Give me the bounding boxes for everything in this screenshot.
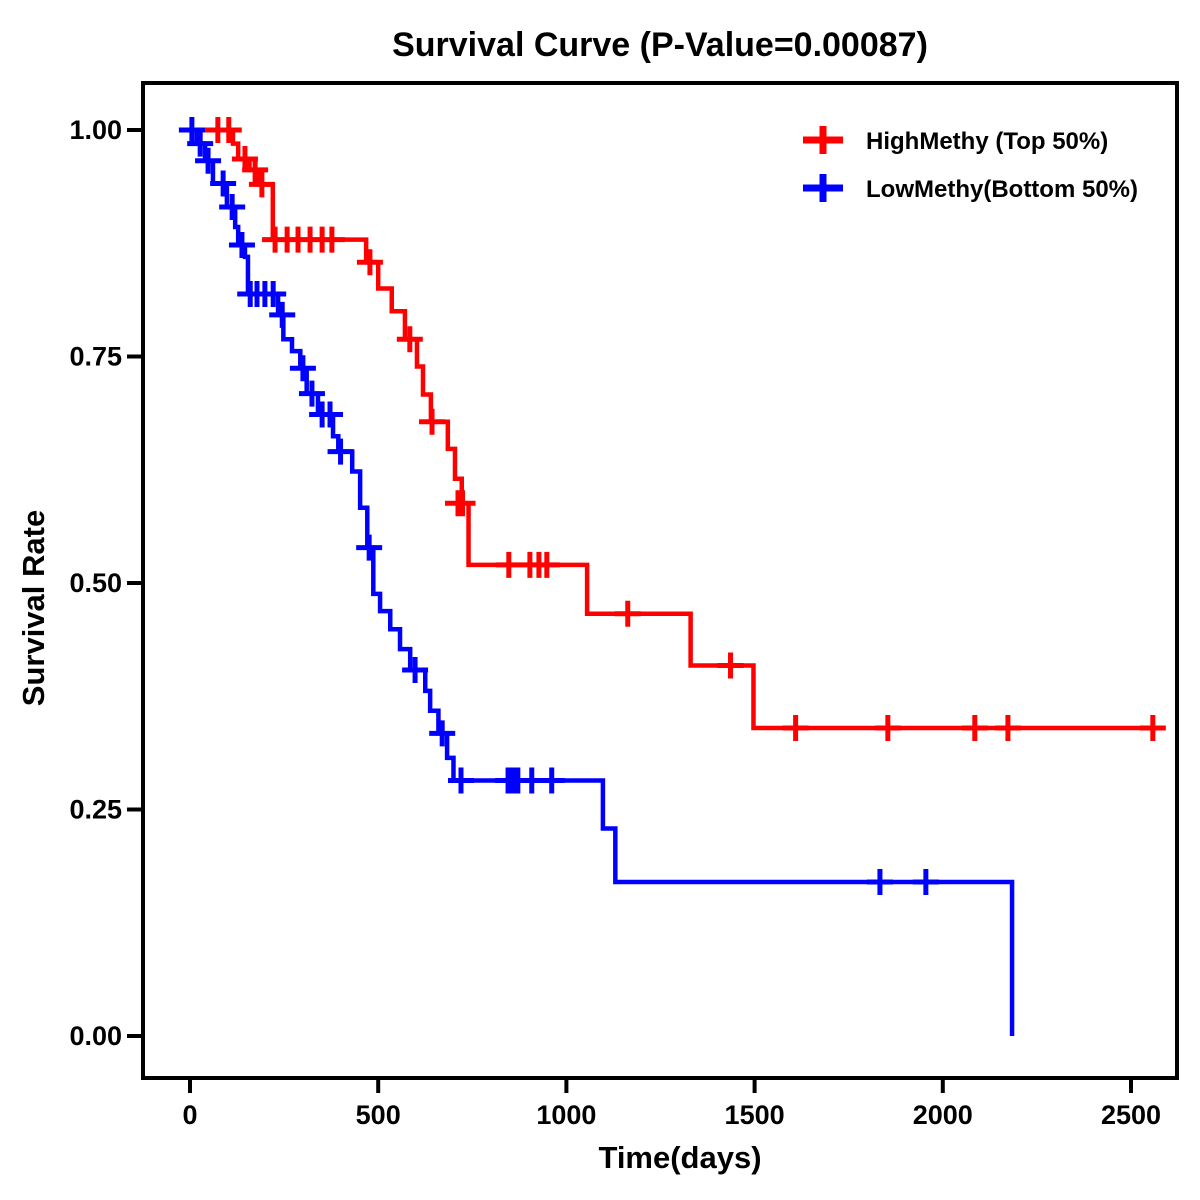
- y-tick-label: 0.25: [69, 795, 122, 825]
- km-curve-highmethy: [190, 127, 1165, 731]
- x-tick-label: 0: [182, 1100, 197, 1130]
- legend-lowmethy-plus-icon: [803, 174, 843, 202]
- y-axis-ticks: 0.00 0.25 0.50 0.75 1.00: [69, 115, 143, 1051]
- x-tick-label: 1500: [725, 1100, 785, 1130]
- y-tick-label: 0.00: [69, 1021, 122, 1051]
- x-tick-label: 2000: [913, 1100, 973, 1130]
- chart-title: Survival Curve (P-Value=0.00087): [392, 26, 928, 64]
- km-curves: [178, 117, 1166, 1036]
- x-axis-ticks: 0 500 1000 1500 2000 2500: [182, 1078, 1161, 1130]
- x-tick-label: 500: [356, 1100, 401, 1130]
- censor-marks-lowmethy: [178, 117, 939, 895]
- legend-highmethy-label: HighMethy (Top 50%): [866, 128, 1108, 155]
- km-curve-lowmethy: [190, 127, 1015, 1036]
- x-axis-label: Time(days): [598, 1140, 761, 1175]
- y-tick-label: 0.50: [69, 568, 122, 598]
- legend-lowmethy-label: LowMethy(Bottom 50%): [866, 176, 1138, 203]
- plot-border: [141, 81, 1179, 1080]
- legend-highmethy-plus-icon: [803, 126, 843, 154]
- x-tick-label: 1000: [536, 1100, 596, 1130]
- y-tick-label: 0.75: [69, 342, 122, 372]
- legend: HighMethy (Top 50%) LowMethy(Bottom 50%): [803, 126, 1138, 203]
- y-tick-label: 1.00: [69, 115, 122, 145]
- x-tick-label: 2500: [1101, 1100, 1161, 1130]
- y-axis-label: Survival Rate: [16, 510, 51, 706]
- censor-marks-highmethy: [204, 117, 1166, 741]
